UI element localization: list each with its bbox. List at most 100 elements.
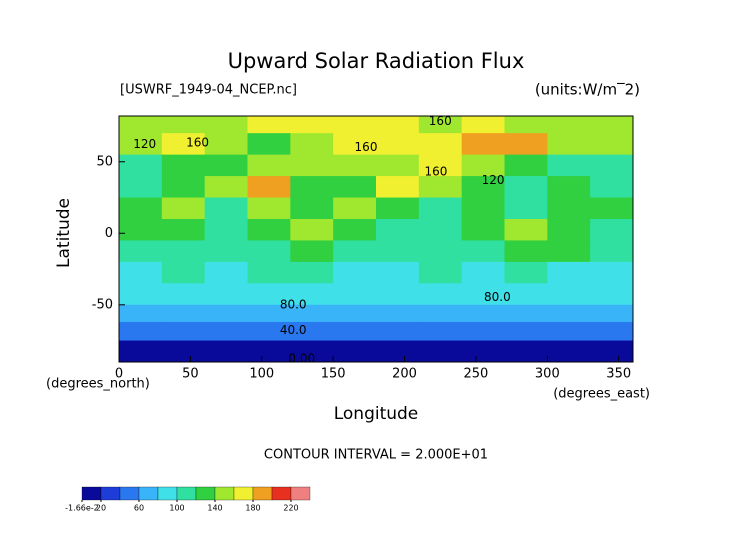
- cell: [204, 176, 248, 199]
- cell: [504, 321, 548, 342]
- cell: [204, 154, 248, 177]
- cell: [376, 154, 420, 177]
- cell: [461, 240, 505, 263]
- cell: [290, 283, 334, 306]
- cell: [247, 261, 291, 284]
- cell: [204, 240, 248, 263]
- cell: [333, 218, 377, 241]
- colorbar-swatch: [81, 486, 102, 501]
- colorbar-label: 220: [283, 504, 298, 513]
- cell: [161, 304, 206, 323]
- colorbar-label: 180: [245, 504, 260, 513]
- plot-frame: [118, 115, 634, 363]
- colorbar-label: -1.66e-2: [65, 504, 99, 513]
- cell: [119, 218, 163, 241]
- cell: [547, 321, 591, 342]
- cell: [333, 240, 377, 263]
- cell: [119, 116, 163, 134]
- cell: [119, 283, 163, 306]
- cell: [290, 176, 334, 199]
- cell: [590, 133, 634, 156]
- y-tick-label: 0: [105, 226, 113, 241]
- cell: [547, 240, 591, 263]
- cell: [376, 321, 420, 342]
- cell: [119, 261, 163, 284]
- cell: [376, 197, 420, 220]
- cell: [590, 304, 634, 323]
- colorbar-swatch: [157, 486, 178, 501]
- cell: [590, 283, 634, 306]
- units: (units:W/m‾2): [535, 81, 640, 99]
- cell: [376, 218, 420, 241]
- x-axis-label: Longitude: [334, 404, 419, 424]
- cell: [418, 261, 463, 284]
- cell: [290, 304, 334, 323]
- cell: [504, 116, 548, 134]
- cell: [247, 340, 291, 363]
- cell: [247, 218, 291, 241]
- cell: [204, 218, 248, 241]
- cell: [418, 240, 463, 263]
- cell: [504, 176, 548, 199]
- cell: [333, 340, 377, 363]
- x-tick-label: 200: [392, 367, 417, 382]
- contour-label: 120: [482, 173, 505, 187]
- x-tick-label: 0: [115, 367, 123, 382]
- cell: [547, 304, 591, 323]
- cell: [461, 321, 505, 342]
- contour-label: 160: [425, 164, 448, 178]
- cell: [161, 197, 206, 220]
- cell: [161, 154, 206, 177]
- cell: [418, 176, 463, 199]
- cell: [418, 321, 463, 342]
- colorbar-swatch: [138, 486, 159, 501]
- cell: [547, 197, 591, 220]
- cell: [461, 261, 505, 284]
- cell: [161, 321, 206, 342]
- y-tick-label: 50: [96, 154, 113, 169]
- cell: [119, 176, 163, 199]
- cell: [547, 176, 591, 199]
- cell: [376, 176, 420, 199]
- cell: [590, 340, 634, 363]
- cell: [461, 154, 505, 177]
- cell: [504, 218, 548, 241]
- cell: [204, 304, 248, 323]
- cell: [376, 283, 420, 306]
- contour-label: 120: [133, 137, 156, 151]
- cell: [290, 261, 334, 284]
- cell: [461, 283, 505, 306]
- cell: [504, 133, 548, 156]
- cell: [290, 321, 334, 342]
- cell: [461, 197, 505, 220]
- colorbar-swatch: [271, 486, 292, 501]
- cell: [418, 304, 463, 323]
- colorbar-swatch: [176, 486, 197, 501]
- contour-label: 160: [355, 140, 378, 154]
- cell: [418, 133, 463, 156]
- cell: [590, 240, 634, 263]
- footer: CONTOUR INTERVAL = 2.000E+01: [264, 448, 488, 463]
- cell: [376, 304, 420, 323]
- cell: [547, 218, 591, 241]
- colorbar-label: 140: [207, 504, 222, 513]
- cell: [119, 154, 163, 177]
- cell: [247, 283, 291, 306]
- x-tick-label: 50: [182, 367, 199, 382]
- cell: [204, 321, 248, 342]
- cell: [119, 197, 163, 220]
- cell: [590, 116, 634, 134]
- x-tick-label: 300: [535, 367, 560, 382]
- cell: [247, 321, 291, 342]
- cell: [547, 261, 591, 284]
- colorbar-swatch: [290, 486, 311, 501]
- cell: [461, 176, 505, 199]
- cell: [119, 133, 163, 156]
- x-unit: (degrees_east): [553, 387, 650, 402]
- colorbar-swatch: [233, 486, 254, 501]
- colorbar-label: 60: [134, 504, 144, 513]
- cell: [247, 240, 291, 263]
- colorbar-swatch: [252, 486, 273, 501]
- cell: [290, 116, 334, 134]
- cell: [418, 283, 463, 306]
